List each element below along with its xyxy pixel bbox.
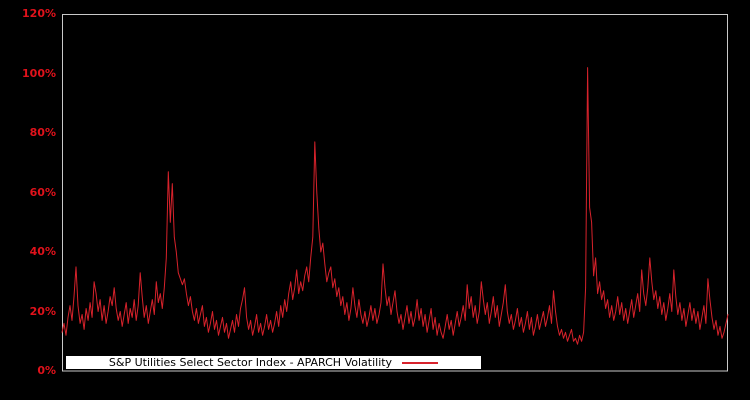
y-tick-label: 80%	[29, 126, 56, 139]
y-tick-label: 20%	[29, 304, 56, 318]
y-tick-label: 100%	[22, 66, 56, 80]
y-tick-label: 60%	[29, 185, 56, 199]
volatility-series-line	[61, 67, 729, 345]
legend: S&P Utilities Select Sector Index - APAR…	[66, 356, 481, 369]
legend-label: S&P Utilities Select Sector Index - APAR…	[108, 356, 393, 369]
y-tick-label: 40%	[29, 245, 56, 258]
plot-border	[62, 14, 728, 372]
y-tick-label: 120%	[22, 7, 56, 20]
legend-line-sample	[402, 361, 439, 364]
y-tick-label: 0%	[37, 364, 56, 377]
